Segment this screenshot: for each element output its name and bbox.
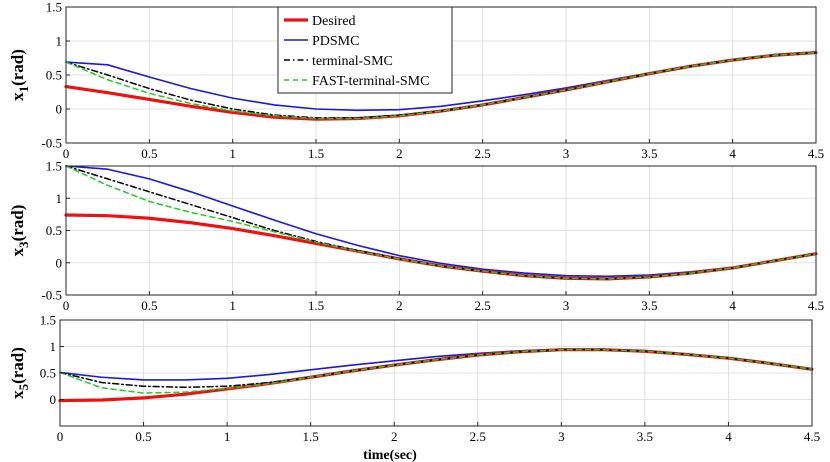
x-tick-label: 4.5 bbox=[808, 146, 824, 161]
y-tick-label: 1.5 bbox=[46, 159, 62, 174]
y-tick-label: 1 bbox=[56, 34, 63, 49]
legend-label: PDSMC bbox=[312, 34, 359, 49]
x-tick-label: 1.5 bbox=[308, 298, 324, 313]
y-tick-label: 0.5 bbox=[40, 366, 56, 381]
y-axis-label: x5(rad) bbox=[8, 347, 31, 399]
y-tick-label: 1 bbox=[50, 339, 57, 354]
y-tick-label: 0 bbox=[56, 102, 63, 117]
legend-label: FAST-terminal-SMC bbox=[312, 74, 429, 89]
x-tick-label: 0.5 bbox=[141, 298, 157, 313]
y-tick-label: 0.5 bbox=[46, 223, 62, 238]
x-tick-label: 4.5 bbox=[808, 298, 824, 313]
x-tick-label: 2.5 bbox=[475, 146, 491, 161]
y-axis-label: x3(rad) bbox=[8, 205, 31, 257]
x-tick-label: 3.5 bbox=[641, 146, 657, 161]
x-axis-label: time(sec) bbox=[363, 448, 417, 462]
x-tick-label: 0.5 bbox=[135, 429, 151, 444]
x-tick-label: 1 bbox=[229, 298, 236, 313]
y-tick-label: 0 bbox=[50, 392, 57, 407]
x-tick-label: 0 bbox=[57, 429, 64, 444]
legend-label: terminal-SMC bbox=[312, 54, 393, 69]
panel-x3: 0 0.5 1 1.5 2 2.5 3 3.5 4 4.5-0.500.511.5x3(rad) bbox=[8, 159, 824, 314]
x-tick-label: 3.5 bbox=[641, 298, 657, 313]
x-tick-label: 3 bbox=[558, 429, 565, 444]
x-tick-label: 1 bbox=[224, 429, 231, 444]
x-tick-label: 2 bbox=[396, 146, 403, 161]
series-line-fast-terminal-smc bbox=[65, 165, 817, 280]
x-tick-label: 0 bbox=[63, 146, 70, 161]
x-tick-label: 4 bbox=[725, 429, 732, 444]
x-tick-label: 2 bbox=[391, 429, 398, 444]
x-tick-label: 4 bbox=[729, 298, 736, 313]
legend-label: Desired bbox=[312, 14, 356, 29]
y-tick-label: 1.5 bbox=[40, 313, 56, 328]
y-tick-label: -0.5 bbox=[41, 288, 62, 303]
y-tick-label: 1 bbox=[56, 191, 63, 206]
x-tick-label: 0 bbox=[63, 298, 70, 313]
x-tick-label: 3.5 bbox=[637, 429, 653, 444]
x-tick-label: 3 bbox=[563, 298, 570, 313]
x-tick-label: 2 bbox=[396, 298, 403, 313]
series-line-fast-terminal-smc bbox=[59, 348, 813, 394]
y-tick-label: 0.5 bbox=[46, 68, 62, 83]
x-tick-label: 4 bbox=[729, 146, 736, 161]
x-tick-label: 1.5 bbox=[303, 429, 319, 444]
x-tick-label: 1 bbox=[229, 146, 236, 161]
y-axis-label: x1(rad) bbox=[8, 49, 31, 101]
y-tick-label: 1.5 bbox=[46, 0, 62, 15]
y-tick-label: 0 bbox=[56, 255, 63, 270]
x-tick-label: 2.5 bbox=[475, 298, 491, 313]
legend: Desired PDSMC terminal-SMC FAST-terminal-SM… bbox=[277, 6, 453, 94]
y-tick-label: -0.5 bbox=[41, 136, 62, 151]
x-tick-label: 0.5 bbox=[141, 146, 157, 161]
series-line-fast-terminal-smc bbox=[65, 51, 817, 120]
x-tick-label: 1.5 bbox=[308, 146, 324, 161]
x-tick-label: 2.5 bbox=[470, 429, 486, 444]
x-tick-label: 3 bbox=[563, 146, 570, 161]
x-tick-label: 4.5 bbox=[804, 429, 820, 444]
panel-x5: 0 0.5 1 1.5 2 2.5 3 3.5 4 4.5 0 0.5 1 1.5 x5(rad) bbox=[8, 313, 820, 445]
